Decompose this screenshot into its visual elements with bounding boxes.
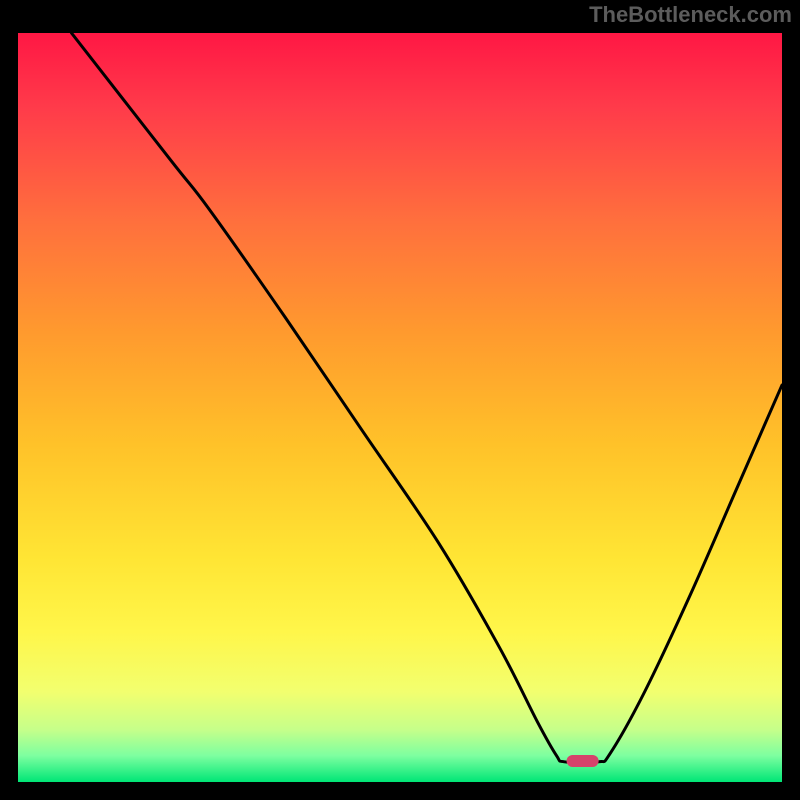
chart-container: TheBottleneck.com xyxy=(0,0,800,800)
gradient-background xyxy=(18,33,782,782)
plot-area xyxy=(18,33,782,782)
plot-svg xyxy=(18,33,782,782)
watermark-text: TheBottleneck.com xyxy=(589,2,792,28)
optimal-marker xyxy=(567,755,599,767)
